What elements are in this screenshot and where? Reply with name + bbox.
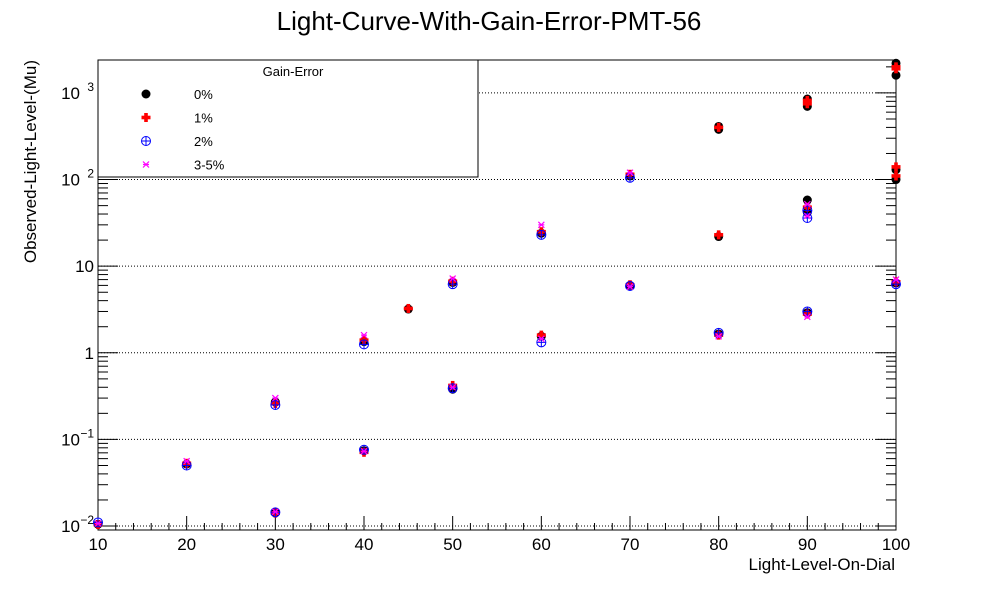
point-s2-14: [802, 205, 813, 216]
y-tick-label: 10: [61, 517, 80, 536]
point-s2-5: [359, 444, 369, 455]
point-s2-16: [891, 279, 901, 290]
x-tick-label: 60: [532, 535, 551, 554]
point-s1-17: [802, 99, 812, 109]
legend-marker-3: [142, 161, 150, 168]
y-tick-label: 10: [61, 171, 80, 190]
point-s2-0: [93, 517, 103, 528]
point-s2-15: [802, 306, 813, 317]
x-tick-label: 70: [621, 535, 640, 554]
legend-label-2: 2%: [194, 134, 213, 149]
y-tick-label: 1: [85, 344, 94, 363]
point-s2-10: [625, 172, 635, 183]
y-tick-exponent: 2: [87, 167, 94, 181]
point-s3-5: [360, 447, 368, 455]
legend-label-0: 0%: [194, 87, 213, 102]
point-s1-14: [714, 230, 724, 240]
legend-title: Gain-Error: [263, 64, 324, 79]
legend-marker-2: [141, 136, 151, 146]
point-s3-8: [537, 221, 545, 229]
point-s1-10: [536, 330, 546, 340]
x-tick-label: 50: [443, 535, 462, 554]
y-tick-exponent: −1: [80, 426, 94, 440]
point-s3-1: [183, 457, 191, 465]
legend-label-3: 3-5%: [194, 158, 225, 173]
y-axis-label: Observed-Light-Level-(Mu): [21, 60, 40, 263]
x-tick-label: 100: [882, 535, 910, 554]
x-tick-label: 10: [89, 535, 108, 554]
point-s1-23: [891, 171, 901, 181]
point-s3-4: [360, 331, 368, 339]
point-s3-0: [94, 520, 102, 527]
point-s3-3: [271, 508, 279, 516]
x-axis-label: Light-Level-On-Dial: [749, 555, 895, 574]
y-tick-label: 10: [75, 257, 94, 276]
point-s3-6: [449, 275, 457, 282]
point-s1-21: [891, 62, 901, 72]
point-s1-13: [714, 122, 724, 132]
point-s0-22: [891, 70, 901, 80]
data-points: [93, 58, 901, 530]
y-tick-exponent: 3: [87, 80, 94, 94]
point-s3-14: [803, 212, 811, 220]
legend-box: [97, 59, 479, 178]
point-s3-7: [449, 383, 457, 391]
point-s3-15: [803, 313, 811, 321]
legend-entries: 0% 1% 2% 3-5%: [141, 87, 225, 173]
point-s2-4: [359, 339, 369, 350]
legend-marker-0: [141, 89, 151, 99]
plot-frame: [97, 59, 897, 531]
point-s1-6: [403, 303, 413, 313]
chart-title: Light-Curve-With-Gain-Error-PMT-56: [277, 6, 702, 36]
y-tick-label: 10: [61, 430, 80, 449]
point-s2-7: [447, 383, 458, 394]
point-s3-2: [271, 394, 279, 402]
point-s3-11: [626, 283, 634, 291]
y-tick-exponent: −2: [80, 513, 94, 527]
point-s2-8: [536, 229, 547, 240]
point-s3-9: [537, 335, 545, 343]
point-s2-1: [181, 460, 192, 471]
point-s2-6: [447, 279, 458, 290]
legend-label-1: 1%: [194, 111, 213, 126]
point-s2-2: [270, 399, 281, 410]
point-s3-13: [803, 200, 811, 208]
point-s3-16: [892, 276, 900, 284]
point-s3-10: [626, 169, 634, 177]
legend: Gain-Error 0% 1% 2% 3-5%: [97, 59, 479, 178]
x-tick-label: 80: [709, 535, 728, 554]
y-tick-label: 10: [61, 84, 80, 103]
x-tick-label: 90: [798, 535, 817, 554]
x-tick-label: 30: [266, 535, 285, 554]
x-axis: 10 20 30 40 50 60 70 80 90 100: [89, 516, 910, 554]
x-tick-label: 40: [355, 535, 374, 554]
point-s1-22: [891, 162, 901, 172]
legend-marker-1: [141, 113, 151, 122]
point-s3-12: [715, 332, 723, 340]
x-tick-label: 20: [177, 535, 196, 554]
